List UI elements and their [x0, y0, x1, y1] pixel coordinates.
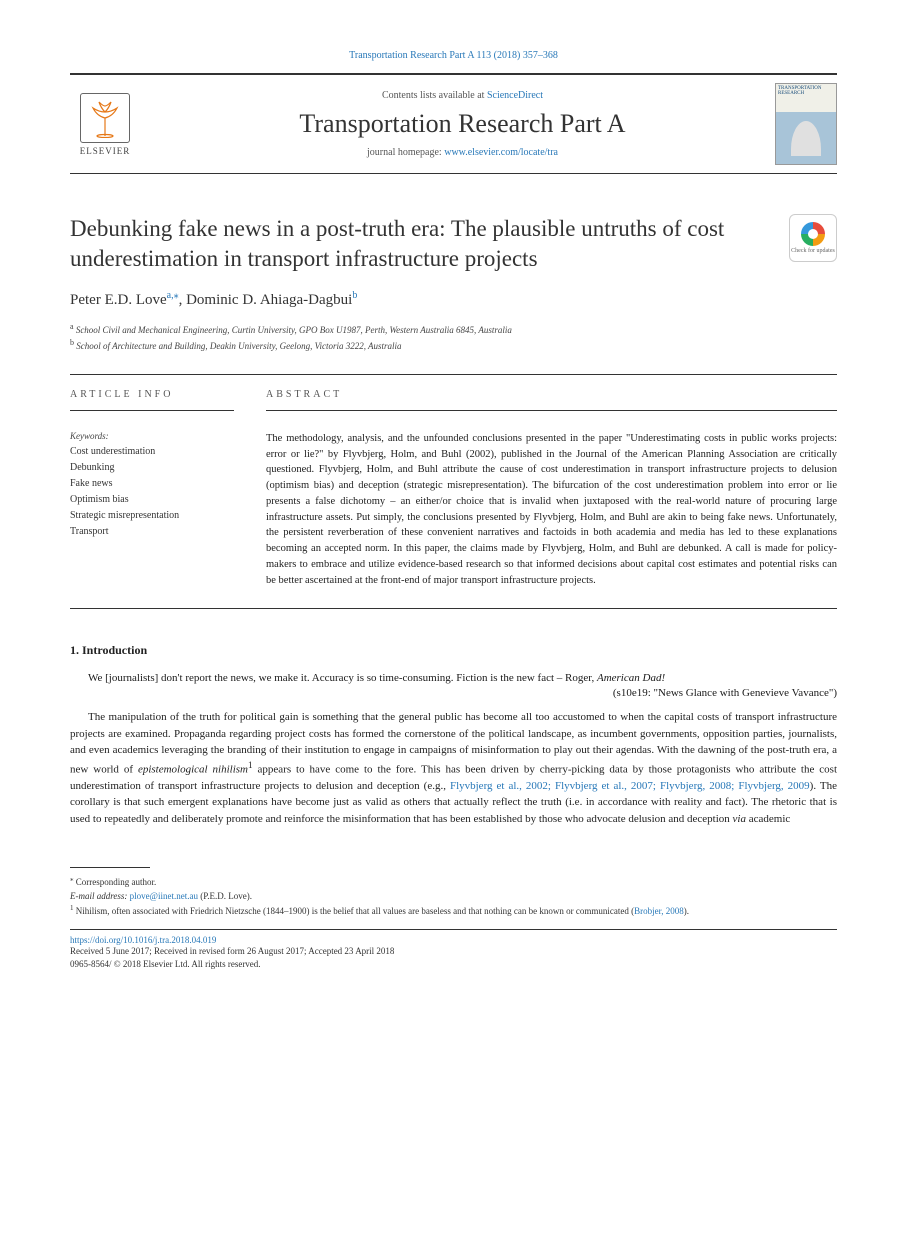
keyword: Transport — [70, 524, 234, 540]
elsevier-logo[interactable]: ELSEVIER — [70, 84, 140, 164]
email-line: E-mail address: plove@iinet.net.au (P.E.… — [70, 890, 837, 904]
abstract-column: ABSTRACT The methodology, analysis, and … — [250, 375, 837, 609]
elsevier-label: ELSEVIER — [80, 146, 131, 156]
article-info-column: ARTICLE INFO Keywords: Cost underestimat… — [70, 375, 250, 609]
author-1-affil-marker: a,⁎ — [167, 290, 179, 301]
footnotes: ⁎ Corresponding author. E-mail address: … — [70, 874, 837, 919]
journal-banner: ELSEVIER Contents lists available at Sci… — [70, 73, 837, 174]
citation-link[interactable]: Brobjer, 2008 — [634, 906, 684, 916]
received-dates: Received 5 June 2017; Received in revise… — [70, 945, 837, 959]
updates-label: Check for updates — [791, 248, 835, 254]
keyword: Cost underestimation — [70, 444, 234, 460]
keyword: Strategic misrepresentation — [70, 508, 234, 524]
keywords-label: Keywords: — [70, 431, 234, 441]
bottom-rule — [70, 929, 837, 930]
keyword: Optimism bias — [70, 492, 234, 508]
homepage-prefix: journal homepage: — [367, 147, 444, 158]
keywords-list: Cost underestimation Debunking Fake news… — [70, 444, 234, 540]
keyword: Debunking — [70, 460, 234, 476]
footnote-1: 1 Nihilism, often associated with Friedr… — [70, 903, 837, 919]
keyword: Fake news — [70, 476, 234, 492]
section-1-heading: 1. Introduction — [70, 643, 837, 658]
email-link[interactable]: plove@iinet.net.au — [130, 891, 198, 901]
affiliation-b: b School of Architecture and Building, D… — [70, 337, 837, 354]
affiliation-a: a School Civil and Mechanical Engineerin… — [70, 321, 837, 338]
copyright-line: 0965-8564/ © 2018 Elsevier Ltd. All righ… — [70, 958, 837, 972]
author-2-affil-marker: b — [352, 290, 357, 301]
epigraph: We [journalists] don't report the news, … — [70, 672, 837, 684]
journal-homepage-line: journal homepage: www.elsevier.com/locat… — [150, 147, 775, 158]
check-updates-badge[interactable]: Check for updates — [789, 214, 837, 262]
crossmark-icon — [801, 222, 825, 246]
abstract-text: The methodology, analysis, and the unfou… — [266, 431, 837, 589]
footnote-rule — [70, 867, 150, 868]
contents-prefix: Contents lists available at — [382, 90, 487, 101]
journal-cover-thumbnail[interactable]: TRANSPORTATION RESEARCH — [775, 83, 837, 165]
homepage-link[interactable]: www.elsevier.com/locate/tra — [444, 147, 558, 158]
author-1[interactable]: Peter E.D. Love — [70, 292, 167, 308]
doi-link[interactable]: https://doi.org/10.1016/j.tra.2018.04.01… — [70, 935, 837, 945]
affiliations: a School Civil and Mechanical Engineerin… — [70, 321, 837, 354]
sciencedirect-link[interactable]: ScienceDirect — [487, 90, 543, 101]
contents-available-line: Contents lists available at ScienceDirec… — [150, 90, 775, 101]
elsevier-tree-icon — [80, 93, 130, 143]
citation-link[interactable]: Flyvbjerg et al., 2002; Flyvbjerg et al.… — [450, 780, 810, 792]
abstract-heading: ABSTRACT — [266, 389, 837, 411]
cover-title-text: TRANSPORTATION RESEARCH — [778, 86, 821, 96]
author-line: Peter E.D. Lovea,⁎, Dominic D. Ahiaga-Da… — [70, 290, 837, 309]
info-abstract-row: ARTICLE INFO Keywords: Cost underestimat… — [70, 374, 837, 610]
article-info-heading: ARTICLE INFO — [70, 389, 234, 411]
epigraph-source: (s10e19: "News Glance with Genevieve Vav… — [70, 687, 837, 699]
title-row: Debunking fake news in a post-truth era:… — [70, 214, 837, 274]
article-title: Debunking fake news in a post-truth era:… — [70, 214, 769, 274]
header-citation: Transportation Research Part A 113 (2018… — [70, 50, 837, 61]
banner-center: Contents lists available at ScienceDirec… — [150, 90, 775, 158]
body-paragraph-1: The manipulation of the truth for politi… — [70, 709, 837, 827]
article-page: Transportation Research Part A 113 (2018… — [0, 0, 907, 1012]
author-2[interactable]: , Dominic D. Ahiaga-Dagbui — [179, 292, 353, 308]
corresponding-author-note: ⁎ Corresponding author. — [70, 874, 837, 890]
journal-name: Transportation Research Part A — [150, 109, 775, 139]
